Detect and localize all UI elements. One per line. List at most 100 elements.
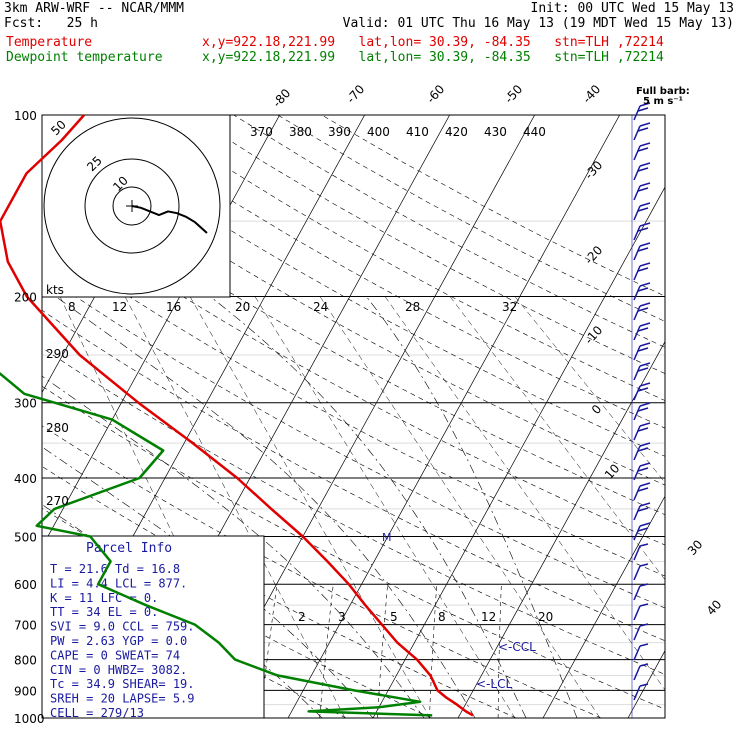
theta-label: 420	[445, 125, 468, 139]
theta-label: 290	[46, 347, 69, 361]
isotherm-label: -20	[582, 243, 606, 267]
parcel-info-row: SREH = 20 LAPSE= 5.9	[50, 692, 195, 706]
theta-label: 410	[406, 125, 429, 139]
wind-barb	[637, 227, 649, 232]
wind-barb	[633, 525, 641, 541]
pressure-label: 300	[14, 397, 37, 411]
dry-adiabat	[42, 237, 665, 577]
wind-barb	[639, 242, 651, 247]
wind-barb	[633, 685, 641, 701]
wind-barb	[639, 683, 649, 687]
wind-barb	[637, 347, 649, 352]
guide-line	[449, 296, 665, 581]
mixing-ratio-line	[319, 584, 334, 718]
wind-barb	[639, 262, 651, 267]
wind-barb	[633, 345, 641, 361]
pressure-label: 800	[14, 654, 37, 668]
wind-barb	[637, 147, 649, 152]
moist-adiabat	[210, 296, 527, 718]
wind-barb	[633, 645, 641, 661]
wind-barb	[639, 563, 649, 567]
wind-barb	[639, 162, 651, 167]
dry-adiabat	[42, 347, 665, 675]
wind-barb	[633, 305, 641, 321]
wind-barb	[633, 505, 641, 521]
full-barb-label: Full barb:	[636, 86, 690, 97]
wind-barb	[633, 145, 641, 161]
theta-label: 430	[484, 125, 507, 139]
wind-barb	[639, 442, 651, 447]
wind-barb	[633, 585, 641, 601]
mixing-ratio-label: 3	[338, 610, 346, 624]
wind-barb	[633, 245, 641, 261]
wind-barb	[633, 565, 641, 581]
mixing-ratio-label: 16	[166, 300, 181, 314]
wind-barb	[637, 407, 649, 412]
kts-label: kts	[46, 283, 64, 297]
temperature-location: x,y=922.18,221.99 lat,lon= 30.39, -84.35…	[202, 35, 664, 50]
wind-barb	[639, 362, 651, 367]
wind-barb	[633, 165, 641, 181]
dry-adiabat	[233, 115, 665, 348]
wind-barb	[639, 462, 651, 467]
parcel-marker: M	[382, 531, 392, 544]
parcel-info-row: SVI = 9.0 CCL = 759.	[50, 620, 195, 634]
mixing-ratio-label: 20	[538, 610, 553, 624]
mixing-ratio-label: 28	[405, 300, 420, 314]
temperature-profile	[0, 114, 474, 717]
mixing-ratio-label: 32	[502, 300, 517, 314]
wind-barb	[639, 382, 651, 387]
wind-barb	[637, 107, 649, 112]
wind-barb	[633, 285, 641, 301]
wind-barb	[639, 282, 651, 287]
wind-barb	[633, 545, 641, 561]
wind-barb	[637, 367, 649, 372]
isotherm-label: 40	[704, 597, 725, 618]
mixing-ratio-line	[429, 584, 438, 718]
moist-adiabat	[366, 296, 578, 718]
theta-label: 390	[328, 125, 351, 139]
pressure-label: 1000	[14, 712, 45, 726]
plot-frame	[41, 114, 666, 719]
theta-label: 280	[46, 421, 69, 435]
wind-barb	[633, 445, 641, 461]
dry-adiabat	[145, 115, 665, 401]
guide-line	[319, 296, 601, 718]
lcl-label: <-LCL	[476, 677, 512, 691]
theta-label: 440	[523, 125, 546, 139]
guide-line	[384, 296, 665, 691]
parcel-info-title: Parcel Info	[86, 541, 172, 556]
theta-label: 380	[289, 125, 312, 139]
wind-barb	[633, 425, 641, 441]
wind-barb	[637, 507, 649, 512]
pressure-label: 400	[14, 472, 37, 486]
wind-barb	[639, 522, 651, 527]
parcel-info-row: PW = 2.63 YGP = 0.0	[50, 634, 187, 648]
theta-label: 400	[367, 125, 390, 139]
wind-barb	[639, 482, 651, 487]
dry-adiabat	[101, 115, 665, 429]
wind-barb	[633, 605, 641, 621]
wind-barb	[633, 365, 641, 381]
wind-barb	[637, 467, 649, 472]
wind-barb	[637, 267, 649, 272]
wind-barb	[639, 302, 651, 307]
wind-barb	[639, 543, 649, 547]
wind-barb	[633, 385, 641, 401]
isotherm	[542, 495, 665, 718]
mixing-ratio-label: 12	[481, 610, 496, 624]
pressure-label: 700	[14, 619, 37, 633]
parcel-info-panel	[41, 535, 265, 719]
full-barb-unit: 5 m s⁻¹	[643, 96, 683, 107]
dry-adiabat	[42, 135, 665, 486]
mixing-ratio-label: 8	[68, 300, 76, 314]
parcel-info-row: TT = 34 EL = 0.	[50, 605, 158, 619]
isotherm-label: 0	[589, 402, 605, 417]
valid-time: Valid: 01 UTC Thu 16 May 13 (19 MDT Wed …	[342, 16, 734, 31]
wind-barb	[639, 603, 649, 607]
mixing-ratio-label: 8	[438, 610, 446, 624]
wind-barb	[639, 502, 651, 507]
isotherm-label: -30	[582, 158, 606, 182]
isotherm-label: 10	[602, 461, 623, 482]
moist-adiabat	[42, 375, 425, 718]
